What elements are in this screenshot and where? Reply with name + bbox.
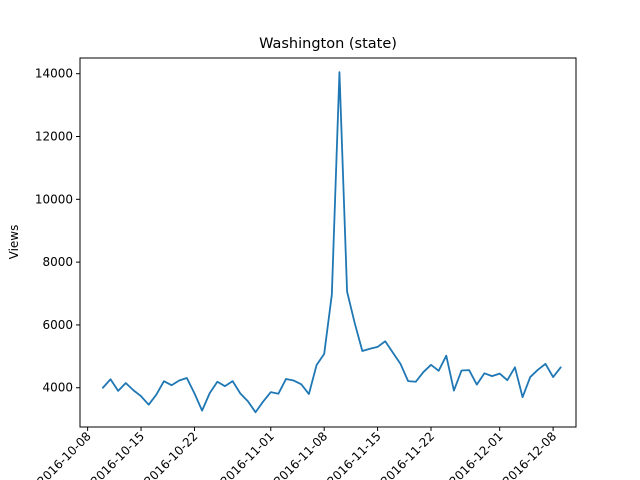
y-tick-label: 6000 [42,318,73,332]
plot-frame [79,57,577,428]
y-tick-label: 8000 [42,255,73,269]
y-tick-label: 10000 [35,192,73,206]
y-axis-label: Views [7,225,21,260]
y-tick-label: 14000 [35,67,73,81]
y-tick-label: 4000 [42,381,73,395]
series-line [101,71,562,414]
y-axis: 4000 6000 8000 10000 12000 14000 [35,67,80,395]
y-tick-label: 12000 [35,130,73,144]
chart-title: Washington (state) [259,36,397,52]
